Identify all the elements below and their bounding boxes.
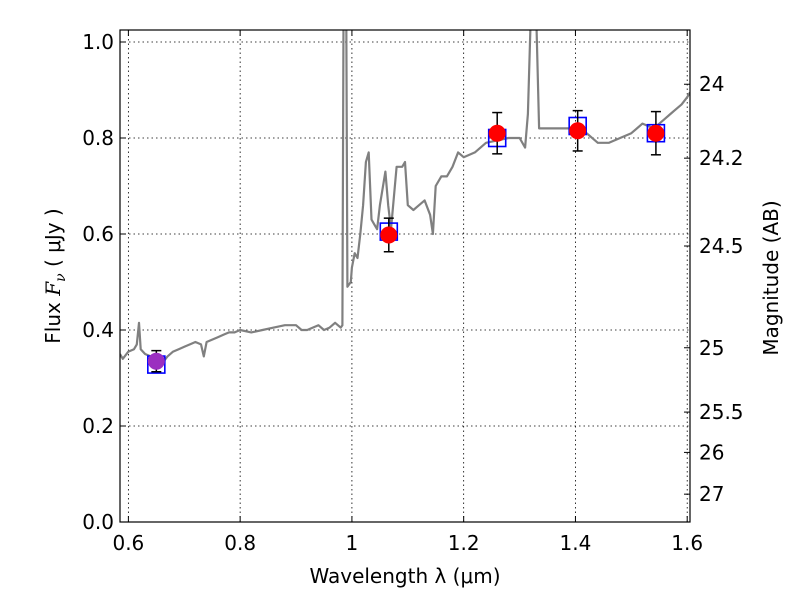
photometry-point [147,352,165,370]
y-tick-label: 1.0 [82,30,114,54]
x-tick-label: 0.6 [112,531,144,555]
right-tick-label: 24.5 [699,234,744,258]
right-tick-label: 26 [699,440,724,464]
x-tick-label: 0.8 [224,531,256,555]
x-tick-label: 1 [346,531,359,555]
y-tick-label: 0.8 [82,126,114,150]
right-tick-label: 27 [699,482,724,506]
spectrum-line [120,30,690,365]
photometry-point [380,226,398,244]
axis-ticks: 0.6 0.8 1 1.2 1.4 1.6 0.0 0.2 0.4 0.6 0.8 1.0 24 24.2… [82,30,744,555]
right-tick-label: 24.2 [699,146,744,170]
y-axis-label-right: Magnitude (AB) [759,200,783,355]
right-tick-label: 25 [699,336,724,360]
y-axis-label-left: Flux Fν ( μJy ) [41,208,69,343]
grid [120,30,690,523]
photometry-point [647,124,665,142]
photometry-point [488,124,506,142]
spectrum-layer [120,30,690,365]
right-tick-label: 24 [699,72,724,96]
photometry-layer [147,109,666,374]
y-tick-label: 0.4 [82,318,114,342]
photometry-point [569,122,587,140]
y-tick-label: 0.2 [82,414,114,438]
x-axis-label: Wavelength λ (μm) [309,564,500,588]
y-tick-label: 0.0 [82,510,114,534]
plot-frame [119,29,691,523]
x-tick-label: 1.4 [560,531,592,555]
y-tick-label: 0.6 [82,222,114,246]
x-tick-label: 1.2 [448,531,480,555]
x-tick-label: 1.6 [671,531,703,555]
right-tick-label: 25.5 [699,400,744,424]
